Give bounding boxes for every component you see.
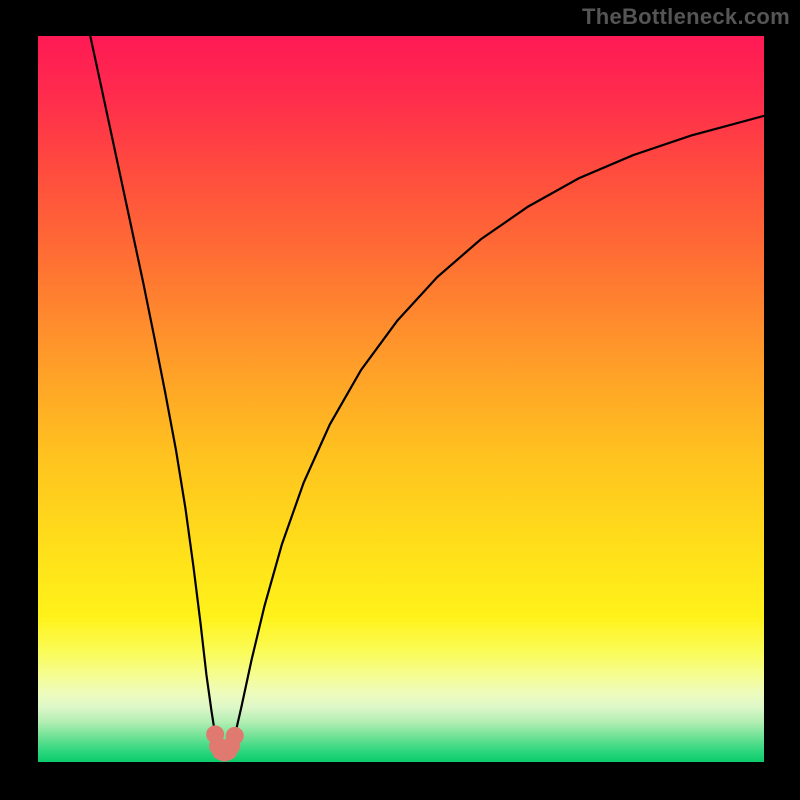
bottleneck-chart	[0, 0, 800, 800]
valley-dot	[226, 727, 244, 745]
watermark-text: TheBottleneck.com	[582, 4, 790, 30]
plot-background	[38, 36, 764, 762]
chart-stage: TheBottleneck.com	[0, 0, 800, 800]
